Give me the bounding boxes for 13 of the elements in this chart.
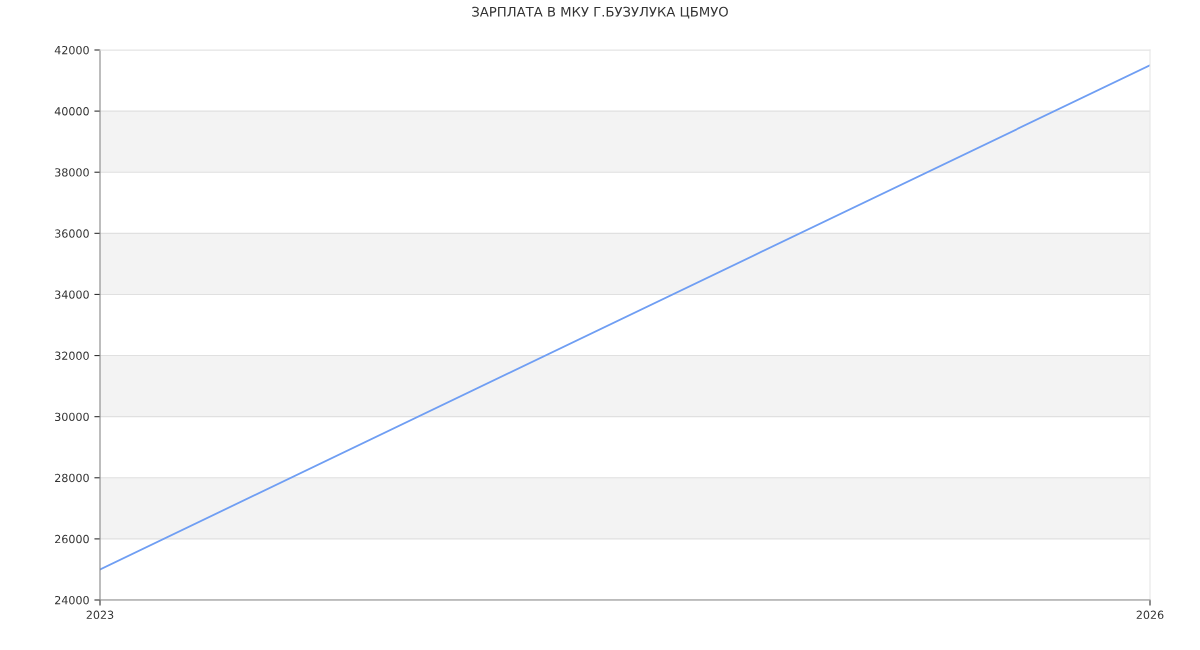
y-tick-label: 32000 [55,351,89,360]
y-tick-label: 34000 [55,290,89,299]
y-tick-label: 36000 [55,229,89,238]
y-tick-label: 42000 [54,45,89,55]
x-tick-label: 2023 [86,610,114,620]
y-tick-label: 26000 [55,534,89,544]
chart-title: ЗАРПЛАТА В МКУ Г.БУЗУЛУКА ЦБМУО [472,6,728,19]
x-tick-label: 2026 [1136,610,1164,620]
y-tick-label: 38000 [55,168,89,177]
y-tick-label: 28000 [55,473,89,483]
y-tick-label: 30000 [55,412,89,422]
y-tick-label: 24000 [55,595,89,605]
y-tick-label: 40000 [54,107,89,116]
